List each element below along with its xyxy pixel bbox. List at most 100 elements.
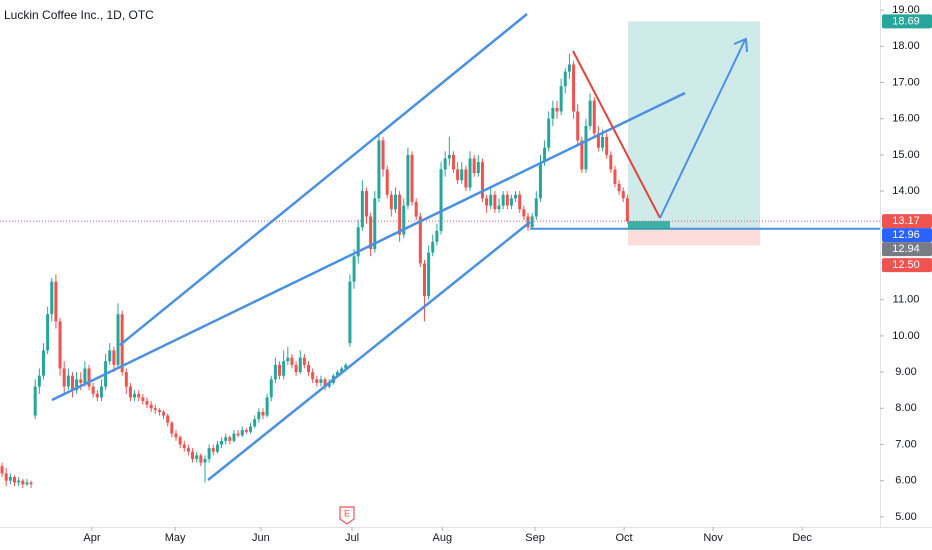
y-tick-label: 8.00 [895, 402, 916, 414]
y-tick-label: 15.00 [892, 149, 920, 161]
candle-body [402, 205, 406, 235]
candle-body [476, 162, 480, 174]
candle-body [249, 426, 253, 432]
candle-body [414, 201, 418, 217]
candle-body [377, 140, 381, 199]
candle-body [431, 241, 435, 253]
candle-body [54, 281, 58, 322]
entry-bar [628, 221, 670, 230]
candle-body [149, 404, 153, 409]
price-label: 18.69 [892, 15, 920, 27]
earnings-shape [339, 506, 355, 525]
chart-title: Luckin Coffee Inc., 1D, OTC [4, 8, 154, 22]
candle-body [116, 314, 120, 365]
candle-body [547, 118, 551, 148]
candle-body [538, 162, 542, 199]
candle-body [253, 419, 257, 427]
candle-body [348, 281, 352, 344]
candle-body [79, 379, 83, 383]
candle-body [514, 194, 518, 199]
drawings [51, 13, 748, 481]
candle-body [456, 169, 460, 181]
candle-body [501, 194, 505, 206]
candle-body [87, 368, 91, 387]
candle-body [592, 100, 596, 134]
candle-body [232, 433, 236, 441]
price-label: 12.96 [892, 229, 920, 241]
candle-body [356, 227, 360, 257]
candle-body [75, 379, 79, 391]
candle-body [518, 194, 522, 210]
candle-body [344, 364, 348, 369]
candle-body [240, 429, 244, 436]
candle-body [427, 252, 431, 297]
candle-body [373, 198, 377, 250]
candle-body [220, 440, 224, 445]
candle-body [422, 263, 426, 297]
candle-body [12, 477, 16, 483]
y-tick-label: 5.00 [895, 511, 916, 523]
candle-body [572, 64, 576, 112]
candle-body [555, 107, 559, 112]
candle-body [83, 368, 87, 383]
candle-body [485, 198, 489, 206]
candle-body [315, 379, 319, 383]
candle-body [133, 393, 137, 398]
x-tick-label: Jun [252, 532, 270, 544]
candle-body [178, 437, 182, 445]
candle-body [613, 169, 617, 184]
candle-body [543, 147, 547, 163]
price-label-bg [882, 258, 932, 273]
candle-body [174, 433, 178, 438]
candle-body [70, 375, 74, 391]
candle-body [447, 154, 451, 159]
candle-body [621, 191, 625, 199]
x-tick-label: Oct [616, 532, 633, 544]
candle-body [207, 448, 211, 459]
candle-body [182, 444, 186, 449]
candle-body [352, 256, 356, 282]
x-tick-label: Apr [83, 532, 100, 544]
candle-body [601, 136, 605, 148]
candle-body [91, 386, 95, 394]
candle-body [480, 162, 484, 199]
candle-body [265, 397, 269, 416]
arrow-head [733, 37, 748, 53]
candle-body [286, 357, 290, 362]
candle-body [294, 364, 298, 373]
candle-body [609, 154, 613, 170]
candle-body [257, 411, 261, 420]
earnings-label: E [344, 508, 350, 518]
y-tick-label: 10.00 [892, 330, 920, 342]
candle-body [108, 350, 112, 362]
x-tick-label: Nov [703, 532, 723, 544]
candle-body [576, 111, 580, 141]
candle-body [596, 133, 600, 148]
y-tick-label: 19.00 [892, 4, 920, 16]
y-tick-label: 6.00 [895, 475, 916, 487]
candle-body [21, 480, 25, 485]
candle-body [472, 158, 476, 174]
candle-body [166, 415, 170, 423]
earnings-badge[interactable]: E [339, 506, 355, 525]
candle-body [617, 183, 621, 192]
candle-body [33, 386, 37, 416]
candle-body [410, 154, 414, 202]
price-label-bg [882, 214, 932, 229]
candle-body [580, 140, 584, 170]
candle-body [244, 429, 248, 432]
candle-body [389, 194, 393, 210]
candle-body [95, 393, 99, 398]
candle-body [522, 209, 526, 217]
candle-body [298, 357, 302, 373]
candle-body [509, 198, 513, 206]
candle-body [290, 357, 294, 365]
candle-body [153, 408, 157, 411]
y-tick-label: 7.00 [895, 438, 916, 450]
candle-body [99, 386, 103, 398]
candle-body [145, 401, 149, 405]
candle-body [137, 393, 141, 398]
candle-body [4, 473, 8, 481]
candle-body [62, 368, 66, 387]
